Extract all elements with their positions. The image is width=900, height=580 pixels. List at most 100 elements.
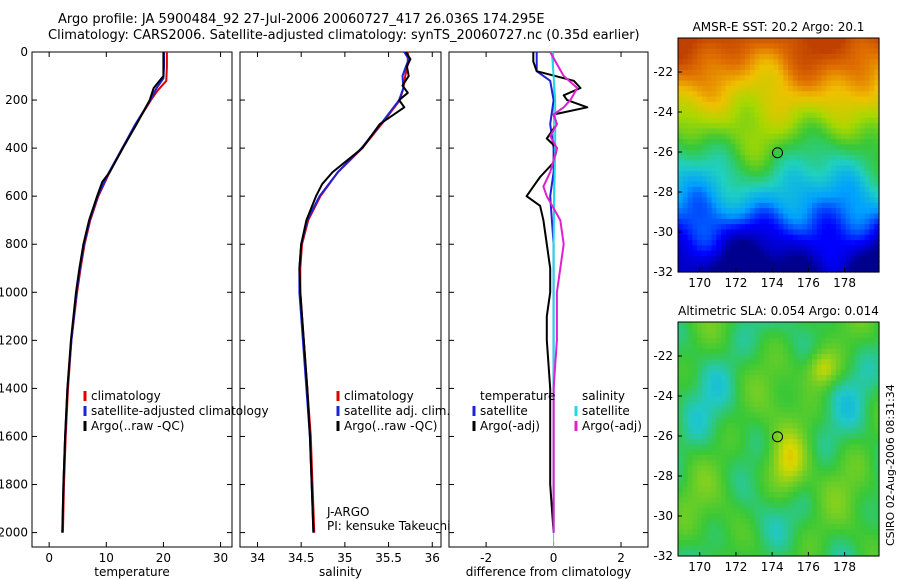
sla-map-cell <box>807 444 813 451</box>
sst-map-cell <box>869 186 875 193</box>
sst-map-cell <box>788 128 794 135</box>
sla-map-cell <box>745 332 751 339</box>
sst-map-cell <box>754 75 760 82</box>
sst-map-cell <box>740 38 746 44</box>
sla-map-cell <box>754 369 760 376</box>
sla-map-cell <box>745 524 751 531</box>
sla-map-cell <box>754 417 760 424</box>
sla-map-cell <box>759 364 765 371</box>
sst-map-cell <box>807 202 813 209</box>
sst-map-cell <box>869 155 875 161</box>
sst-map-cell <box>855 197 861 204</box>
sla-map-cell <box>821 401 827 408</box>
sst-map-cell <box>864 75 871 82</box>
sst-map-cell <box>697 202 703 209</box>
sla-map-cell <box>788 465 794 472</box>
sst-map-cell <box>807 69 813 76</box>
sst-map-cell <box>749 101 756 108</box>
sla-map-cell <box>740 380 746 387</box>
sla-map-cell <box>697 518 703 525</box>
sla-map-cell <box>840 444 847 451</box>
sst-map-cell <box>740 128 746 135</box>
sst-map-cell <box>821 197 827 204</box>
sst-map-cell <box>716 208 722 215</box>
sst-map-cell <box>754 176 760 183</box>
sst-map-cell <box>692 85 698 92</box>
sla-map-cell <box>745 497 751 504</box>
sla-map-cell <box>874 348 880 355</box>
sla-map-cell <box>855 513 861 520</box>
sla-map-cell <box>759 508 765 515</box>
sst-map-cell <box>711 224 717 231</box>
sla-map-cell <box>826 433 832 440</box>
sst-map-cell <box>788 208 794 215</box>
sla-map-cell <box>725 550 732 557</box>
sla-map-cell <box>821 550 827 557</box>
sst-map-cell <box>812 85 818 92</box>
sst-map-cell <box>831 123 837 130</box>
sst-map-cell <box>701 101 708 108</box>
sst-map-cell <box>802 85 808 92</box>
sst-map-cell <box>783 96 789 103</box>
sla-map-cell <box>725 524 732 531</box>
sla-map-cell <box>835 401 842 408</box>
sla-map-ytick-label: -22 <box>653 349 673 363</box>
sla-map-cell <box>768 433 775 440</box>
sst-map-cell <box>855 112 861 119</box>
sst-map-cell <box>788 75 794 82</box>
sst-map-cell <box>840 123 847 130</box>
sst-map-cell <box>773 213 780 220</box>
sla-map-cell <box>783 470 789 477</box>
sst-map-cell <box>807 176 813 183</box>
sla-map-cell <box>749 518 756 525</box>
sla-map-cell <box>859 385 866 392</box>
sst-map-cell <box>745 133 751 140</box>
sla-map-cell <box>850 524 856 531</box>
sst-map-cell <box>730 202 737 209</box>
sla-map-cell <box>792 396 799 403</box>
sst-map-cell <box>855 192 861 199</box>
sst-map-cell <box>807 160 813 167</box>
sla-map-cell <box>812 545 818 552</box>
sst-map-cell <box>687 256 693 262</box>
sla-map-cell <box>778 364 784 371</box>
sst-map-cell <box>745 128 751 135</box>
sla-map-cell <box>725 454 732 461</box>
sst-map-cell <box>816 38 823 44</box>
sla-map-cell <box>802 412 808 419</box>
sst-map-cell <box>778 133 784 140</box>
sla-map-cell <box>812 524 818 531</box>
sla-map-cell <box>869 454 875 461</box>
sla-map-cell <box>864 540 871 546</box>
sla-map-cell <box>835 327 842 334</box>
sla-map-cell <box>864 412 871 419</box>
sla-map-cell <box>692 337 698 344</box>
sst-map-cell <box>778 186 784 193</box>
sla-map-cell <box>783 524 789 531</box>
sst-map-cell <box>725 96 732 103</box>
sst-map-cell <box>802 38 808 44</box>
sla-map-cell <box>773 476 780 483</box>
sla-map-cell <box>759 550 765 557</box>
sst-map-cell <box>788 165 794 172</box>
sla-map-cell <box>783 322 789 328</box>
sla-map-cell <box>869 550 875 557</box>
sst-map-cell <box>701 123 708 130</box>
sla-map-cell <box>678 337 684 344</box>
sla-map-cell <box>845 460 851 467</box>
sla-map-cell <box>687 497 693 504</box>
sla-map-cell <box>821 449 827 456</box>
sla-map-cell <box>783 364 789 371</box>
sla-map-cell <box>792 401 799 408</box>
sla-map-cell <box>754 486 760 493</box>
sla-map-cell <box>792 380 799 387</box>
sla-map-cell <box>701 353 708 360</box>
sla-map-cell <box>797 348 804 355</box>
sla-map-cell <box>687 322 693 328</box>
sla-map-cell <box>869 412 875 419</box>
sla-map-cell <box>721 534 727 541</box>
sla-map-cell <box>788 470 794 477</box>
sst-map-cell <box>730 197 737 204</box>
sla-map-cell <box>869 508 875 515</box>
sst-map-cell <box>692 107 698 114</box>
